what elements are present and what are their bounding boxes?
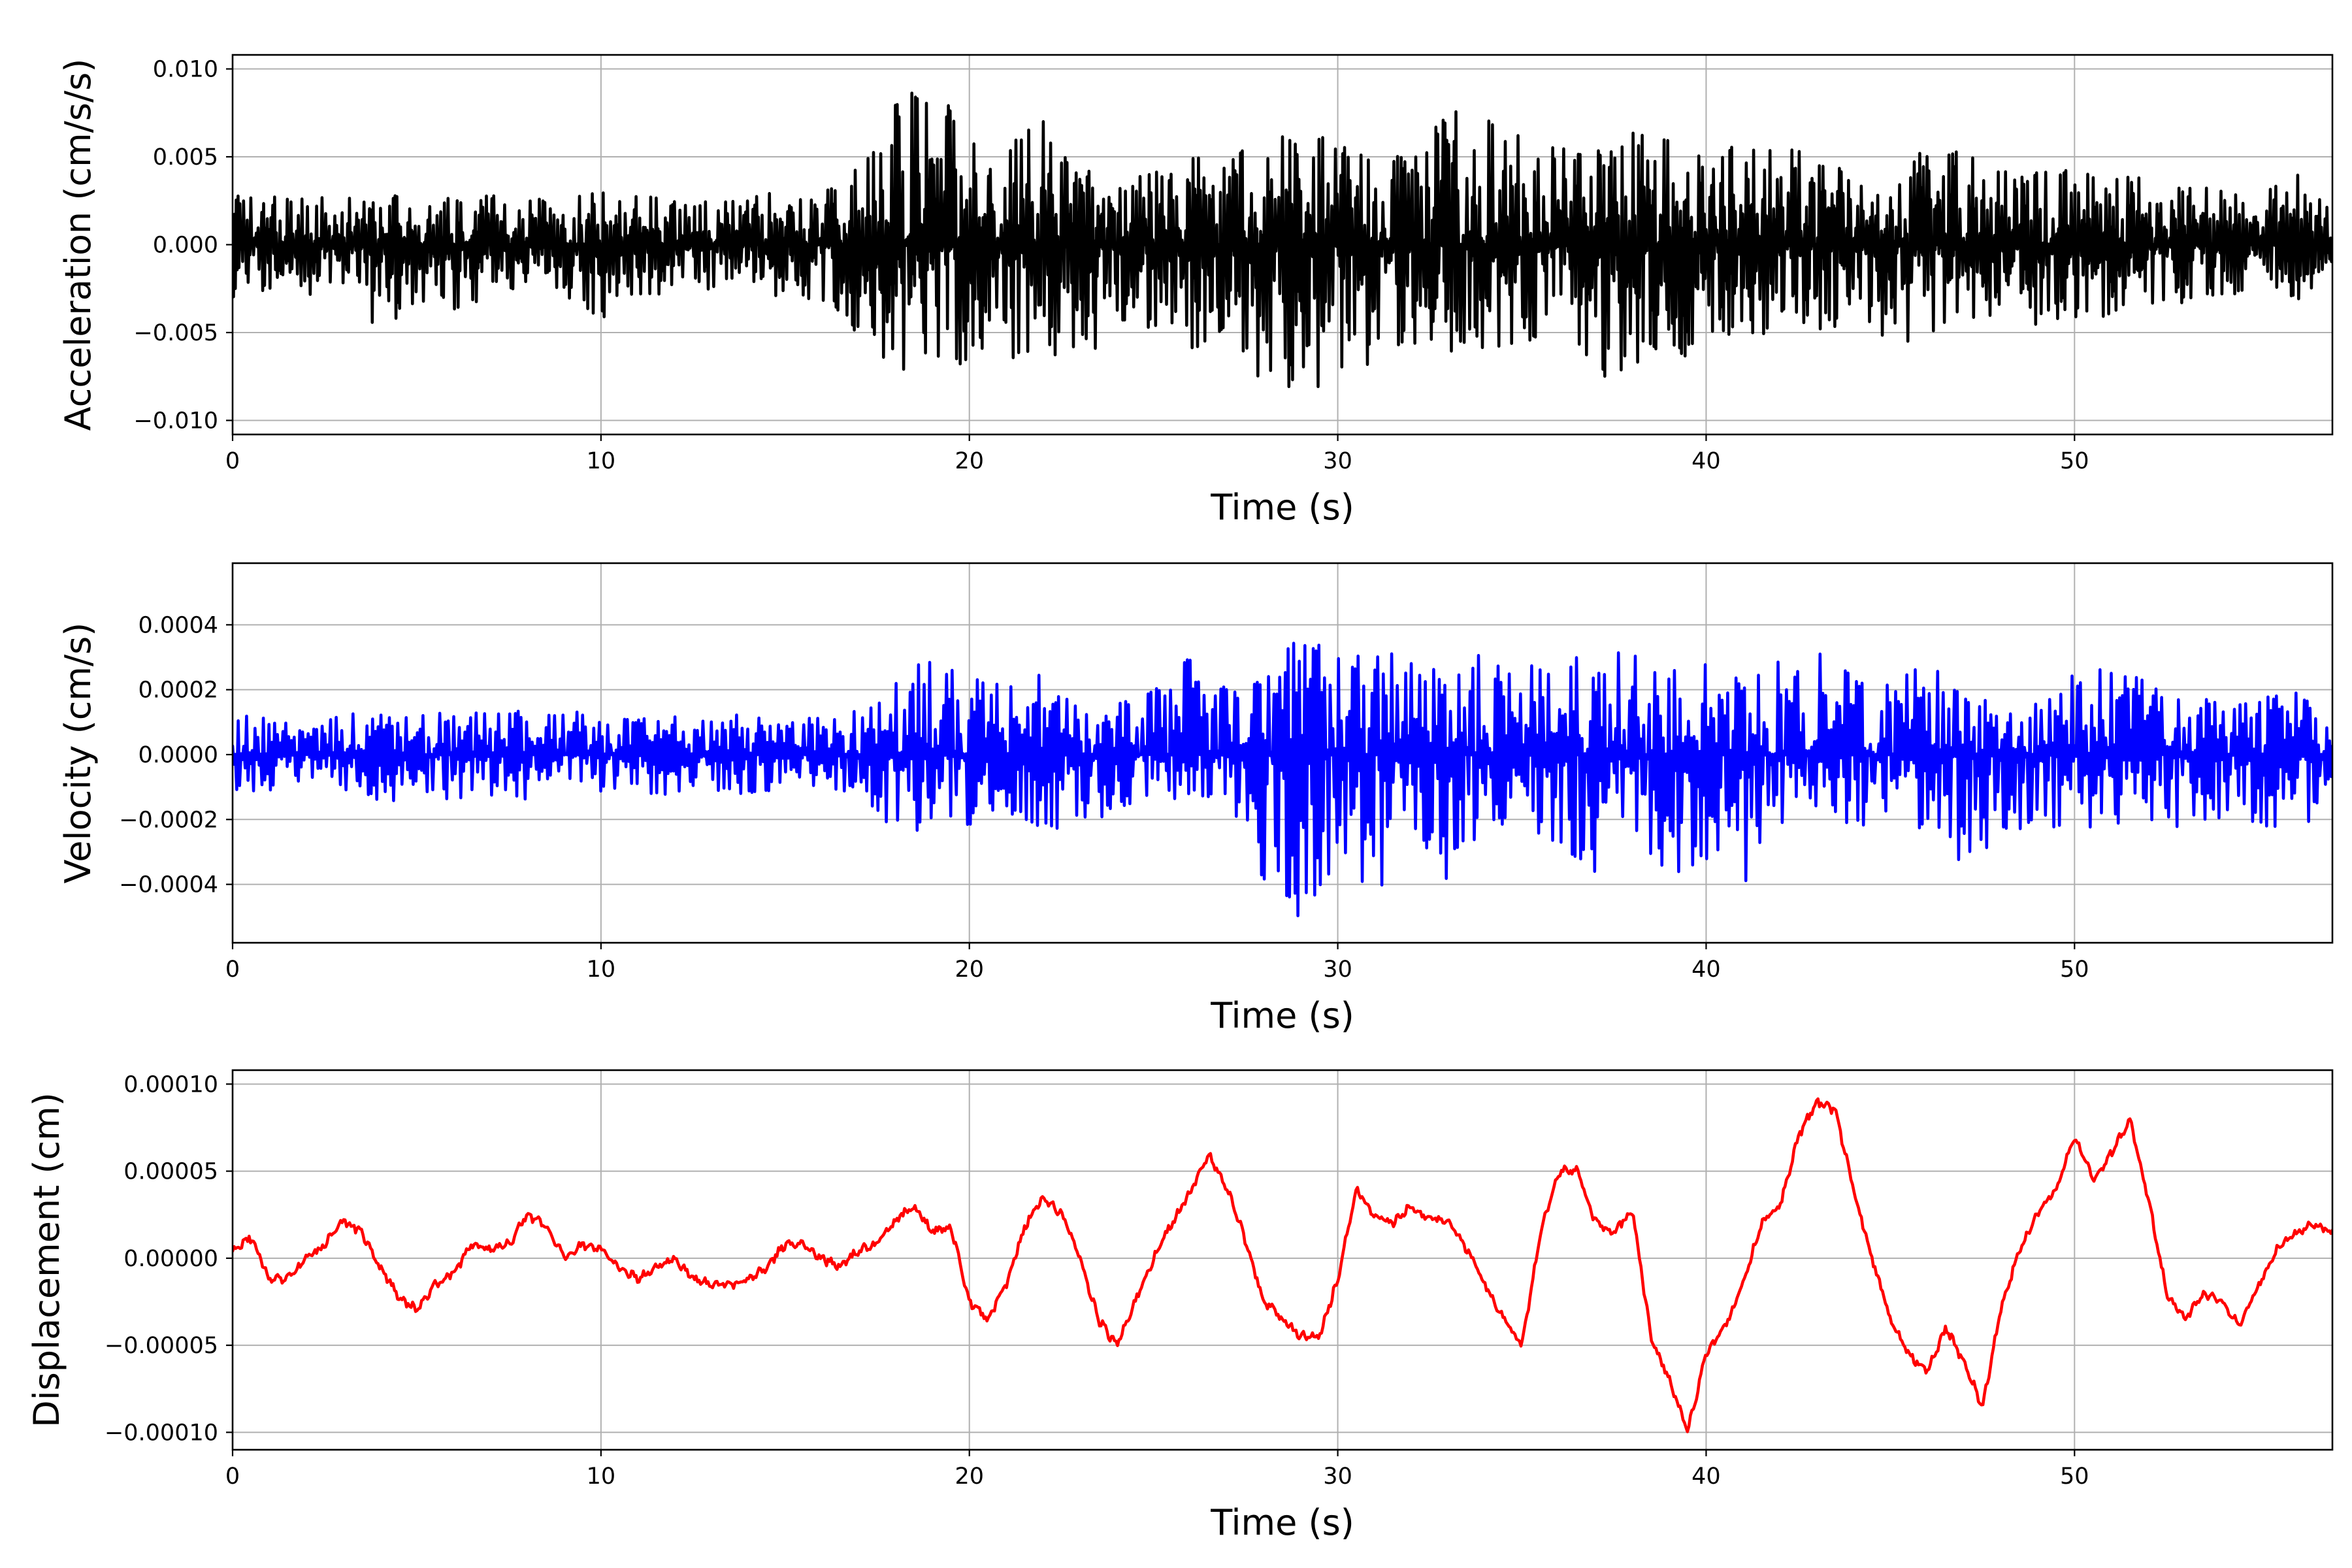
displacement-y-tick-label: −0.00005: [105, 1333, 218, 1359]
acceleration-x-tick-label: 20: [955, 448, 984, 474]
acceleration-y-tick-label: 0.000: [153, 233, 218, 259]
velocity-y-tick-label: 0.0004: [139, 612, 218, 638]
displacement-x-tick-label: 40: [1691, 1463, 1721, 1490]
displacement-x-tick-label: 50: [2060, 1463, 2089, 1490]
displacement-y-axis-label: Displacement (cm): [26, 1092, 67, 1428]
acceleration-x-tick-label: 0: [225, 448, 240, 474]
displacement-series-line: [233, 1097, 2332, 1433]
displacement-axes-frame: [231, 1069, 2334, 1451]
acceleration-y-tick-label: 0.005: [153, 144, 218, 171]
acceleration-y-axis-label: Acceleration (cm/s/s): [57, 59, 99, 431]
subplots: 0 10 20 30 40 50 0.010 0.005 0.000 −0.005 −0.010 Ti…: [26, 54, 2334, 1543]
velocity-y-tick-label: −0.0002: [119, 807, 218, 833]
acceleration-x-tick-label: 50: [2060, 448, 2089, 474]
velocity-subplot: 0 10 20 30 40 50 0.0004 0.0002 0.0000 −0.0002 −0.0…: [57, 562, 2334, 1036]
velocity-x-tick-label: 50: [2060, 956, 2089, 983]
velocity-x-tick-label: 20: [955, 956, 984, 983]
velocity-x-tick-label: 30: [1323, 956, 1352, 983]
velocity-series-line: [233, 642, 2332, 917]
displacement-x-axis-label: Time (s): [1210, 1502, 1354, 1543]
velocity-axes-frame: [231, 562, 2334, 944]
displacement-x-tick-label: 10: [587, 1463, 616, 1490]
displacement-y-tick-label: 0.00005: [123, 1159, 218, 1185]
velocity-y-axis-label: Velocity (cm/s): [57, 623, 99, 884]
velocity-y-tick-label: 0.0000: [139, 742, 218, 768]
acceleration-y-tick-label: −0.005: [133, 320, 218, 346]
displacement-y-tick-label: 0.00000: [123, 1246, 218, 1272]
displacement-y-tick-label: −0.00010: [105, 1420, 218, 1446]
displacement-y-tick-label: 0.00010: [123, 1071, 218, 1098]
velocity-x-axis-label: Time (s): [1210, 995, 1354, 1036]
acceleration-y-tick-label: −0.010: [133, 408, 218, 434]
acceleration-y-tick-label: 0.010: [153, 57, 218, 83]
velocity-x-tick-label: 10: [587, 956, 616, 983]
acceleration-x-tick-label: 40: [1691, 448, 1721, 474]
displacement-x-tick-label: 30: [1323, 1463, 1352, 1490]
velocity-x-tick-label: 0: [225, 956, 240, 983]
acceleration-x-tick-label: 10: [587, 448, 616, 474]
acceleration-subplot: 0 10 20 30 40 50 0.010 0.005 0.000 −0.005 −0.010 Ti…: [57, 54, 2334, 528]
acceleration-x-tick-label: 30: [1323, 448, 1352, 474]
displacement-subplot: 0 10 20 30 40 50 0.00010 0.00005 0.00000 −0.00005…: [26, 1069, 2334, 1543]
velocity-x-tick-label: 40: [1691, 956, 1721, 983]
velocity-y-tick-label: −0.0004: [119, 872, 218, 898]
acceleration-x-axis-label: Time (s): [1210, 487, 1354, 528]
displacement-x-tick-label: 20: [955, 1463, 984, 1490]
displacement-x-tick-label: 0: [225, 1463, 240, 1490]
velocity-y-tick-label: 0.0002: [139, 678, 218, 704]
acceleration-series-line: [233, 91, 2332, 388]
